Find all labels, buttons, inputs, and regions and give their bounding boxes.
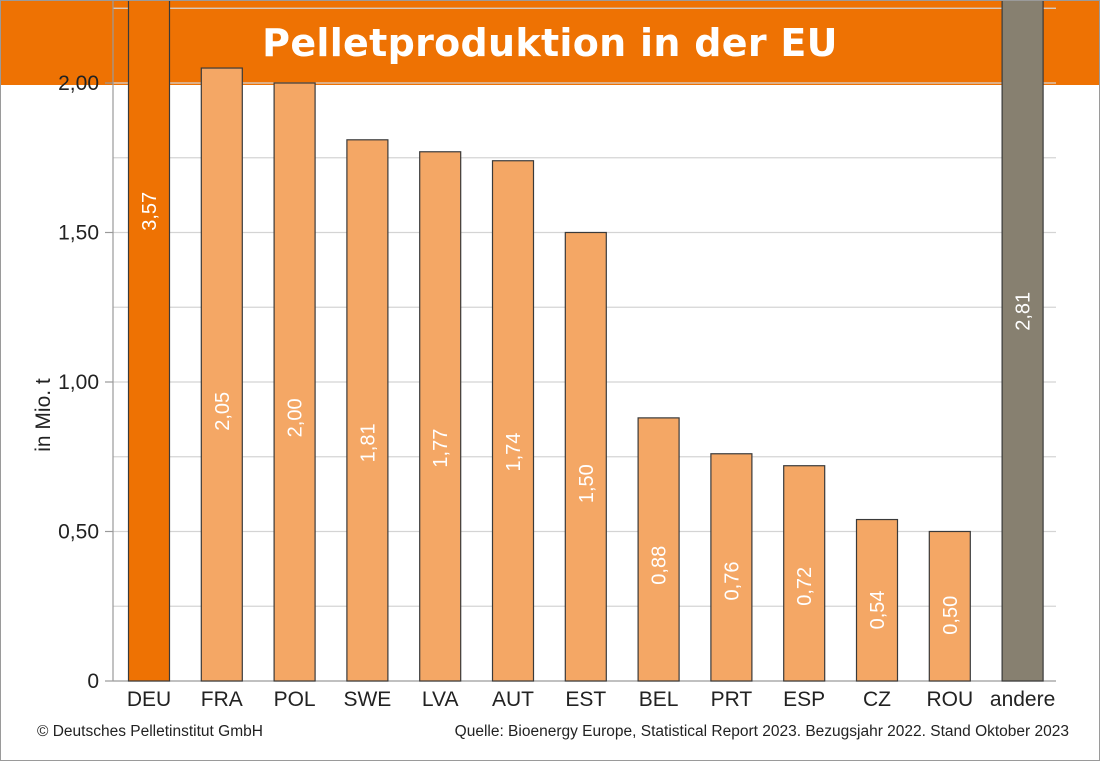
y-tick-label: 2,00 — [58, 72, 99, 95]
x-tick-label: andere — [990, 688, 1055, 711]
x-tick-label: PRT — [711, 688, 753, 711]
x-tick-label: BEL — [639, 688, 679, 711]
y-tick-label: 0,50 — [58, 521, 99, 544]
bar — [564, 231, 607, 682]
y-axis-label: in Mio. t — [32, 378, 55, 452]
x-tick-label: LVA — [422, 688, 459, 711]
source-note: Quelle: Bioenergy Europe, Statistical Re… — [454, 723, 1069, 740]
bar-value-label: 1,81 — [357, 423, 379, 462]
x-tick-label: FRA — [201, 688, 243, 711]
y-tick-label: 0 — [87, 670, 99, 693]
bar — [200, 67, 243, 682]
bar-value-label: 0,76 — [721, 562, 743, 601]
bar — [1001, 1, 1044, 682]
bar — [273, 82, 316, 682]
bar-value-label: 1,50 — [576, 464, 598, 503]
chart-title: Pelletproduktion in der EU — [262, 21, 838, 65]
copyright-note: © Deutsches Pelletinstitut GmbH — [37, 723, 263, 740]
y-tick-label: 1,00 — [58, 371, 99, 394]
x-tick-label: DEU — [127, 688, 171, 711]
bar-value-label: 0,54 — [867, 590, 889, 629]
bar — [419, 151, 462, 682]
title-banner: Pelletproduktion in der EU — [1, 1, 1099, 85]
bar-value-label: 0,50 — [940, 596, 962, 635]
x-tick-label: EST — [565, 688, 606, 711]
x-tick-label: ESP — [783, 688, 825, 711]
x-tick-label: ROU — [926, 688, 973, 711]
bar — [637, 417, 680, 682]
bar — [855, 518, 899, 682]
bar-value-label: 2,00 — [285, 398, 307, 437]
y-tick-label: 1,50 — [58, 222, 99, 245]
bar — [346, 139, 389, 682]
bar-value-label: 1,74 — [503, 433, 525, 472]
bar-value-label: 0,72 — [794, 567, 816, 606]
x-tick-label: SWE — [343, 688, 391, 711]
bar — [127, 1, 171, 682]
bar — [710, 453, 753, 682]
bar-value-label: 2,05 — [212, 392, 234, 431]
bar-value-label: 0,88 — [649, 546, 671, 585]
bar-value-label: 3,57 — [139, 192, 161, 231]
bar — [491, 160, 535, 682]
bar-value-label: 2,81 — [1013, 292, 1035, 331]
x-tick-label: AUT — [492, 688, 534, 711]
bar — [783, 465, 826, 682]
bar-value-label: 1,77 — [430, 429, 452, 468]
x-tick-label: POL — [274, 688, 316, 711]
x-tick-label: CZ — [863, 688, 891, 711]
bar — [928, 530, 971, 682]
